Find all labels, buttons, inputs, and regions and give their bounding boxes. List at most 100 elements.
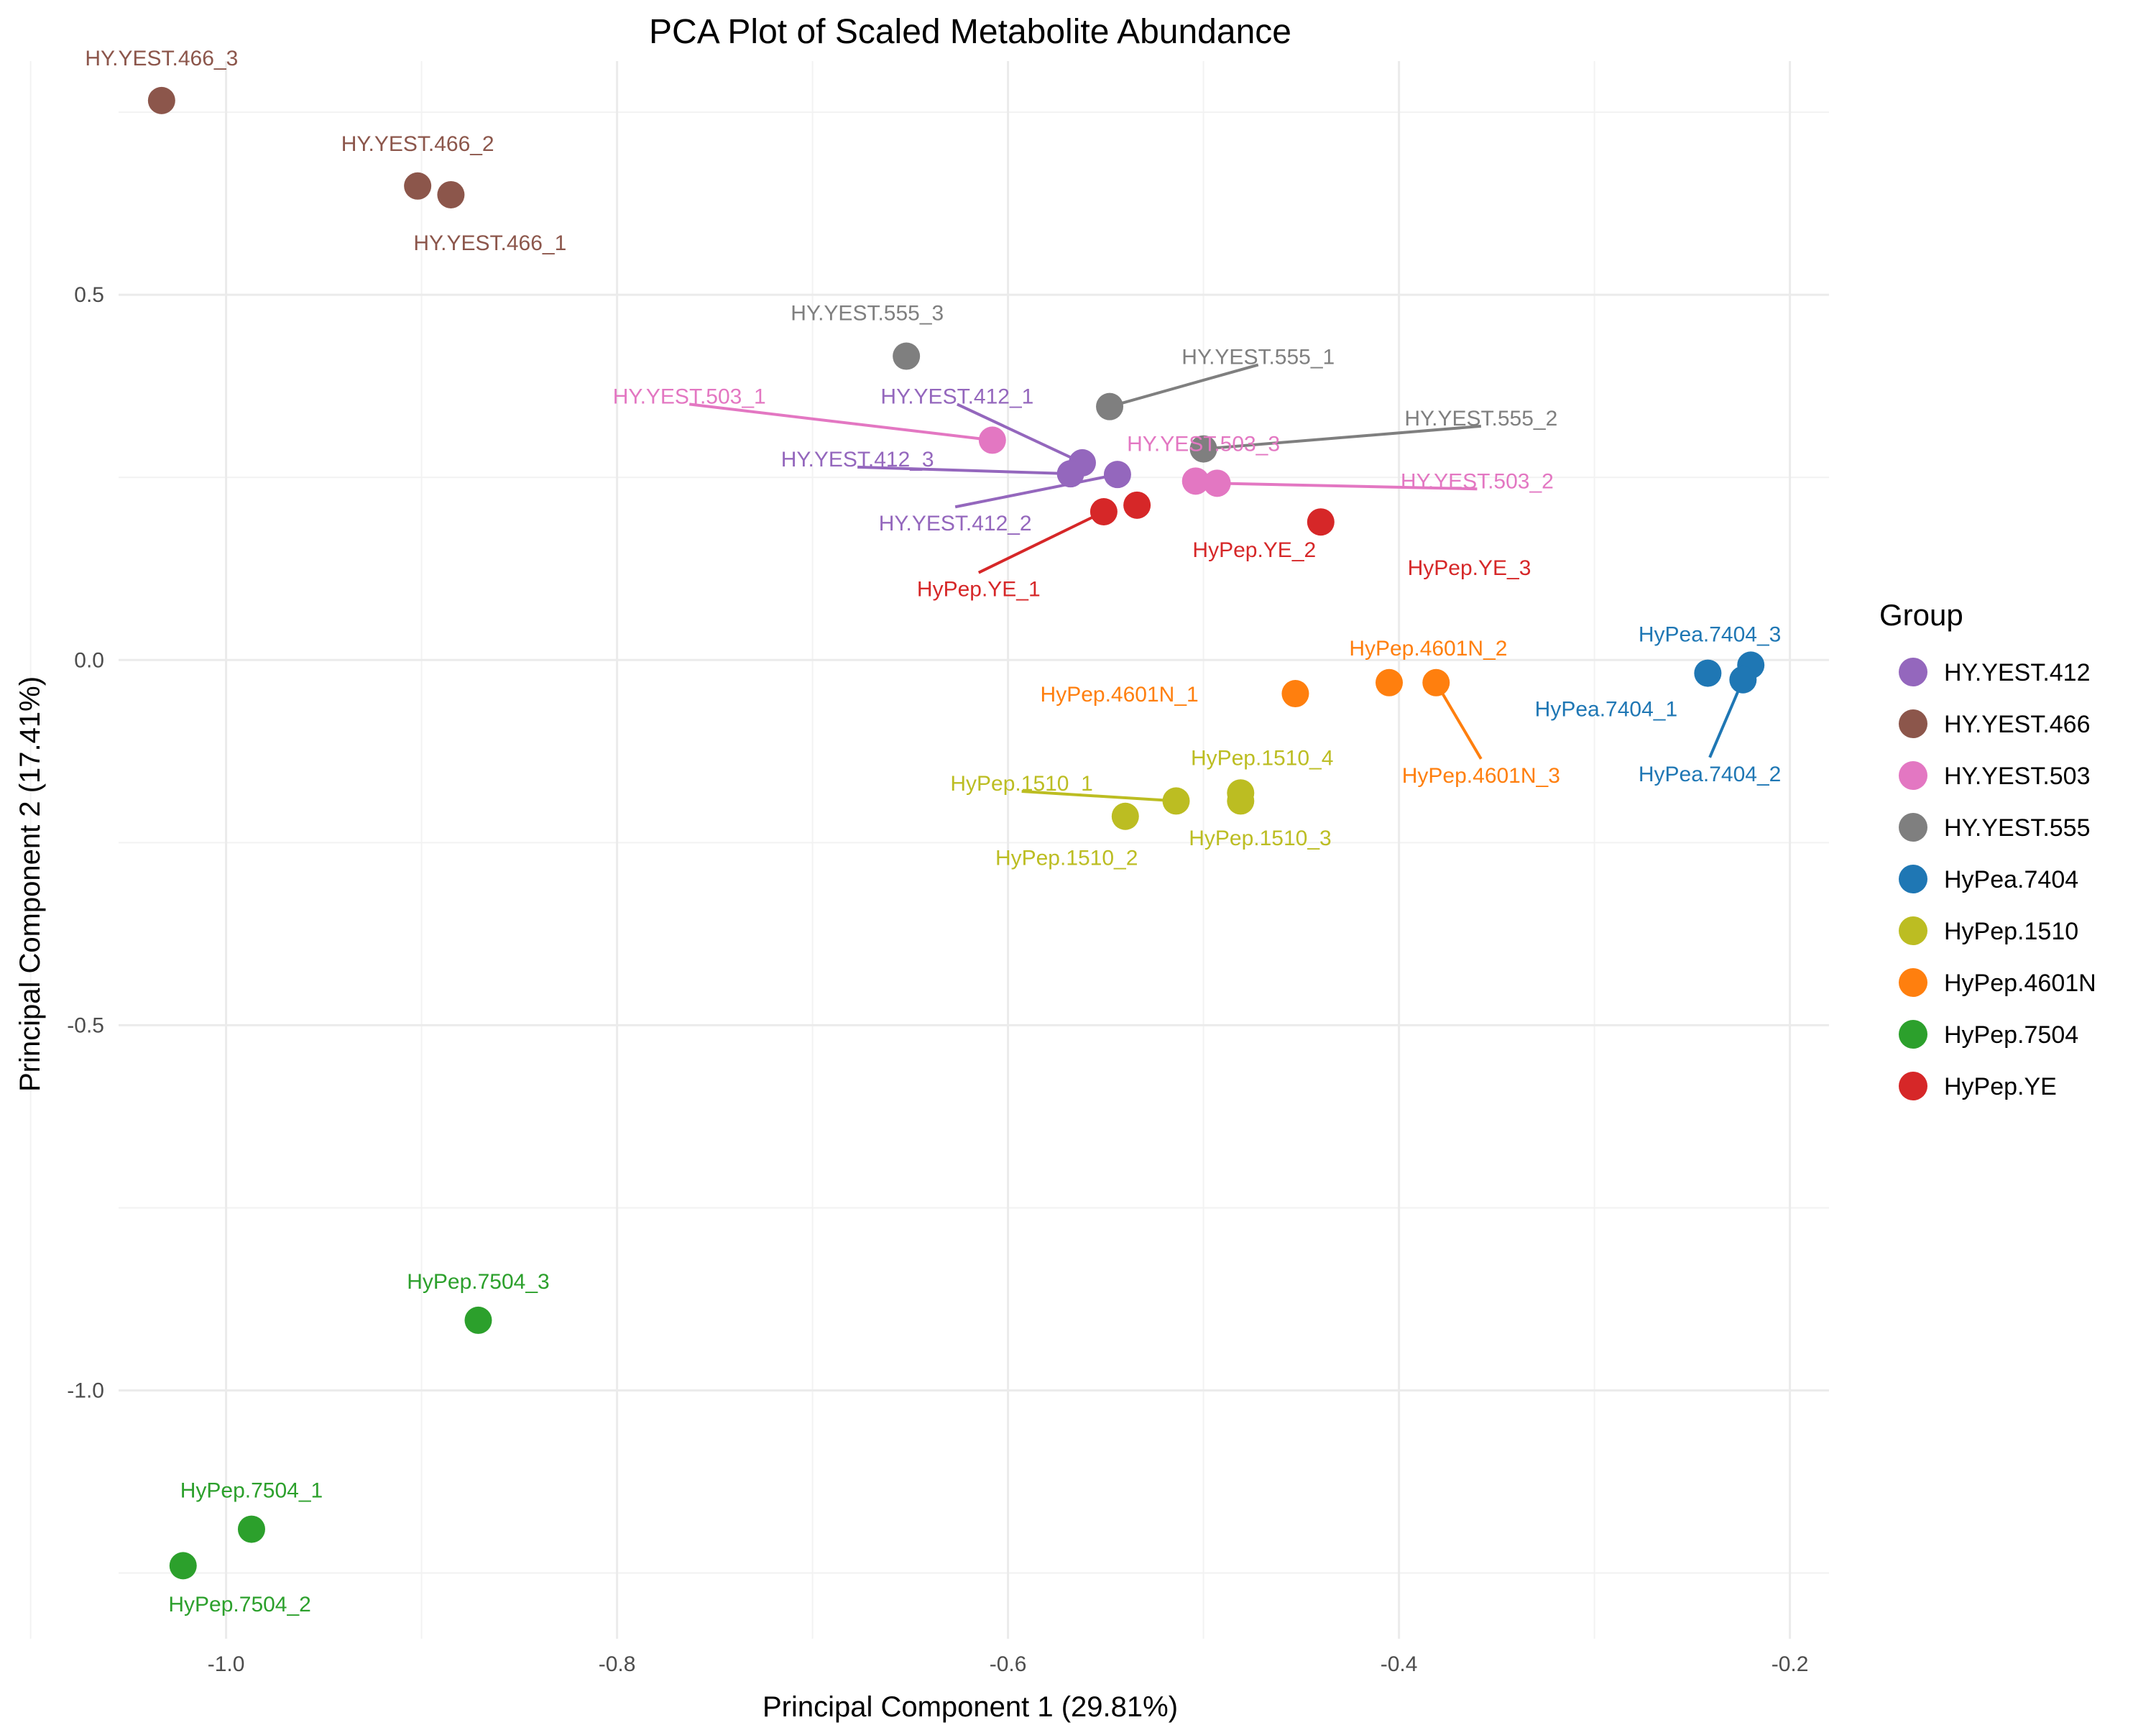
legend-label-hypep-ye: HyPep.YE bbox=[1944, 1073, 2057, 1100]
point-hy-yest-503-3 bbox=[1181, 467, 1210, 495]
axis-ticks: -1.0 -0.8 -0.6 -0.4 -0.2 -1.0 -0.5 0.0 0.5 bbox=[67, 283, 1808, 1676]
label-leader-line bbox=[977, 510, 1105, 574]
label-hy-yest-466-3: HY.YEST.466_3 bbox=[85, 47, 238, 70]
point-hypep-7504-2 bbox=[169, 1552, 197, 1580]
label-hypep-4601n-2: HyPep.4601N_2 bbox=[1349, 637, 1507, 661]
y-tick-label: 0.5 bbox=[74, 283, 104, 307]
x-tick-label: -0.4 bbox=[1381, 1652, 1418, 1676]
legend-label-hy-yest-503: HY.YEST.503 bbox=[1944, 763, 2091, 790]
label-hypep-1510-4: HyPep.1510_4 bbox=[1191, 746, 1334, 770]
label-leader-line bbox=[689, 402, 993, 442]
label-hypea-7404-1: HyPea.7404_1 bbox=[1535, 697, 1678, 721]
legend-label-hypep-4601n: HyPep.4601N bbox=[1944, 970, 2096, 997]
point-hypep-1510-3 bbox=[1227, 787, 1255, 815]
label-hypep-1510-2: HyPep.1510_2 bbox=[995, 847, 1138, 870]
legend: Group HY.YEST.412 HY.YEST.466 HY.YEST.503 H… bbox=[1879, 598, 2096, 1100]
chart-title: PCA Plot of Scaled Metabolite Abundance bbox=[649, 13, 1291, 51]
point-hypep-1510-1 bbox=[1162, 787, 1190, 815]
point-hypep-ye-1 bbox=[1089, 497, 1118, 525]
label-hy-yest-412-1: HY.YEST.412_1 bbox=[880, 385, 1033, 408]
label-hy-yest-466-2: HY.YEST.466_2 bbox=[341, 132, 494, 156]
point-labels: HY.YEST.466_3 HY.YEST.466_2 HY.YEST.466_1 H… bbox=[85, 47, 1781, 1616]
label-hypep-1510-3: HyPep.1510_3 bbox=[1189, 827, 1332, 850]
point-hypep-4601n-3 bbox=[1422, 668, 1450, 696]
legend-key-hypep-4601n bbox=[1899, 968, 1927, 997]
legend-label-hypep-7504: HyPep.7504 bbox=[1944, 1021, 2078, 1049]
label-hypep-7504-1: HyPep.7504_1 bbox=[180, 1479, 323, 1503]
label-hypep-ye-2: HyPep.YE_2 bbox=[1192, 538, 1316, 562]
label-hy-yest-555-1: HY.YEST.555_1 bbox=[1181, 346, 1335, 369]
label-leader-line bbox=[1109, 363, 1259, 408]
legend-label-hy-yest-555: HY.YEST.555 bbox=[1944, 814, 2091, 842]
label-hypep-ye-1: HyPep.YE_1 bbox=[917, 578, 1041, 602]
point-hypep-1510-2 bbox=[1111, 802, 1139, 830]
data-points bbox=[147, 86, 1765, 1580]
label-hypea-7404-3: HyPea.7404_3 bbox=[1639, 623, 1782, 647]
legend-key-hy-yest-466 bbox=[1899, 709, 1927, 738]
label-hy-yest-503-3: HY.YEST.503_3 bbox=[1127, 432, 1280, 456]
point-hy-yest-555-1 bbox=[1096, 392, 1124, 420]
label-hypep-4601n-3: HyPep.4601N_3 bbox=[1402, 764, 1560, 788]
x-tick-label: -0.8 bbox=[599, 1652, 636, 1676]
legend-label-hy-yest-412: HY.YEST.412 bbox=[1944, 659, 2091, 686]
point-hy-yest-555-2 bbox=[1189, 435, 1217, 463]
point-hypep-ye-3 bbox=[1307, 508, 1335, 536]
x-tick-label: -1.0 bbox=[208, 1652, 245, 1676]
point-hy-yest-412-2 bbox=[1103, 461, 1131, 489]
point-hy-yest-503-1 bbox=[978, 426, 1006, 454]
point-hypep-ye-2 bbox=[1123, 491, 1151, 519]
label-hy-yest-503-1: HY.YEST.503_1 bbox=[613, 385, 766, 408]
legend-title: Group bbox=[1879, 598, 1963, 632]
legend-label-hypep-1510: HyPep.1510 bbox=[1944, 918, 2078, 945]
label-leader-line bbox=[1203, 424, 1482, 451]
legend-key-hypea-7404 bbox=[1899, 865, 1927, 893]
label-leader-line bbox=[957, 402, 1083, 464]
point-hypep-7504-1 bbox=[237, 1515, 265, 1543]
label-leader-line bbox=[1708, 678, 1745, 758]
label-hypea-7404-2: HyPea.7404_2 bbox=[1639, 763, 1782, 786]
y-tick-label: -1.0 bbox=[67, 1379, 104, 1402]
legend-label-hypea-7404: HyPea.7404 bbox=[1944, 866, 2078, 893]
point-hy-yest-412-3 bbox=[1056, 460, 1084, 488]
x-axis-title: Principal Component 1 (29.81%) bbox=[763, 1691, 1178, 1723]
x-tick-label: -0.2 bbox=[1772, 1652, 1809, 1676]
point-hy-yest-466-2 bbox=[404, 172, 432, 200]
legend-label-hy-yest-466: HY.YEST.466 bbox=[1944, 711, 2091, 738]
legend-key-hy-yest-412 bbox=[1899, 658, 1927, 686]
point-hy-yest-466-1 bbox=[437, 180, 465, 208]
y-tick-label: 0.0 bbox=[74, 648, 104, 672]
point-hypea-7404-1 bbox=[1694, 659, 1722, 687]
label-hy-yest-412-2: HY.YEST.412_2 bbox=[879, 512, 1032, 535]
label-hypep-ye-3: HyPep.YE_3 bbox=[1408, 556, 1531, 580]
point-hypep-4601n-1 bbox=[1281, 680, 1309, 708]
label-hy-yest-555-2: HY.YEST.555_2 bbox=[1404, 407, 1557, 431]
legend-key-hypep-7504 bbox=[1899, 1020, 1927, 1049]
y-axis-title: Principal Component 2 (17.41%) bbox=[14, 676, 46, 1092]
legend-key-hypep-ye bbox=[1899, 1072, 1927, 1100]
label-hypep-7504-2: HyPep.7504_2 bbox=[168, 1593, 311, 1616]
label-leader-line bbox=[1434, 681, 1483, 760]
label-leader-line bbox=[1021, 790, 1176, 803]
label-hypep-7504-3: HyPep.7504_3 bbox=[407, 1270, 550, 1294]
legend-key-hy-yest-555 bbox=[1899, 813, 1927, 842]
point-hypea-7404-2 bbox=[1729, 666, 1757, 694]
point-hypep-7504-3 bbox=[464, 1306, 492, 1334]
gridlines bbox=[29, 61, 1829, 1639]
legend-key-hypep-1510 bbox=[1899, 916, 1927, 945]
label-hy-yest-503-2: HY.YEST.503_2 bbox=[1401, 469, 1554, 493]
label-hypep-4601n-1: HyPep.4601N_1 bbox=[1041, 683, 1199, 707]
legend-key-hy-yest-503 bbox=[1899, 761, 1927, 790]
label-hy-yest-555-3: HY.YEST.555_3 bbox=[791, 302, 944, 326]
label-hy-yest-412-3: HY.YEST.412_3 bbox=[781, 448, 934, 472]
x-tick-label: -0.6 bbox=[990, 1652, 1027, 1676]
point-hypep-4601n-2 bbox=[1376, 668, 1403, 696]
label-leader-line bbox=[857, 465, 1071, 476]
point-hy-yest-503-2 bbox=[1203, 469, 1231, 497]
label-leader-line bbox=[1217, 482, 1478, 491]
y-tick-label: -0.5 bbox=[67, 1013, 104, 1037]
point-hy-yest-555-3 bbox=[893, 342, 921, 370]
label-hypep-1510-1: HyPep.1510_1 bbox=[950, 772, 1093, 796]
label-leader-line bbox=[954, 473, 1118, 509]
